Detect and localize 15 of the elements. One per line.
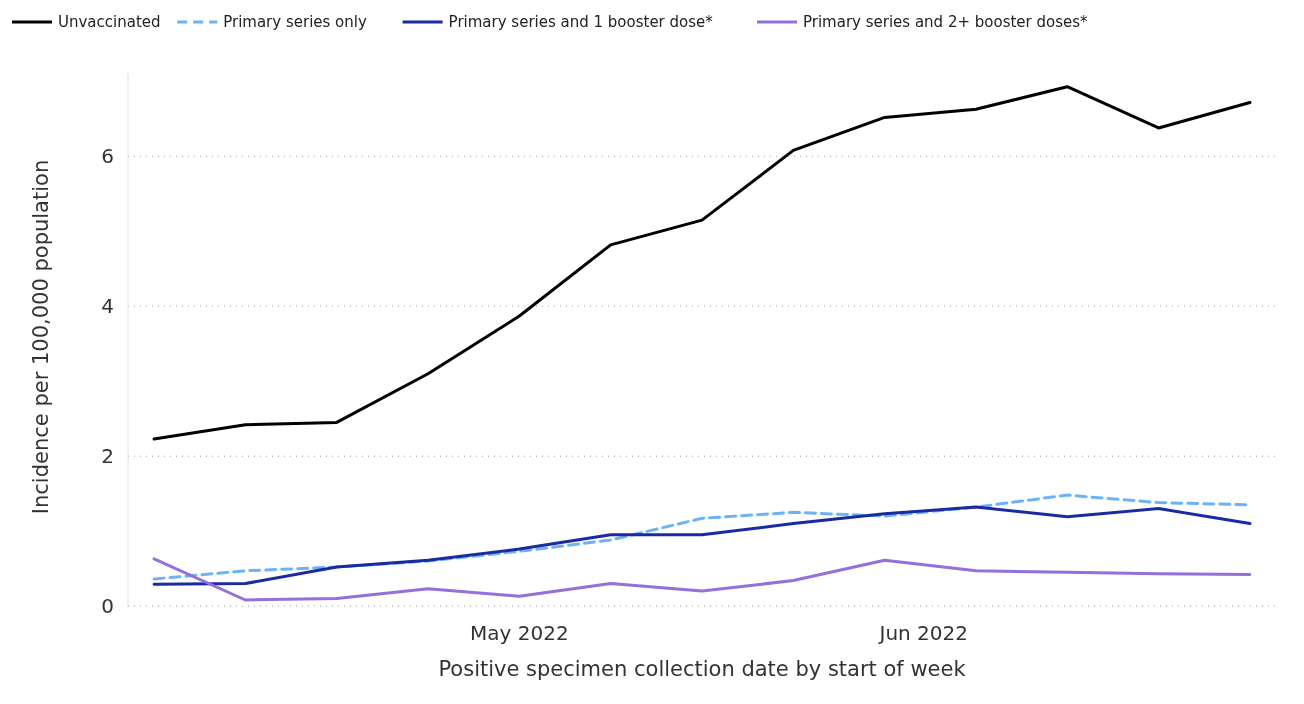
- x-axis-title: Positive specimen collection date by start of week: [438, 657, 967, 681]
- line-series: [152, 557, 1252, 602]
- legend-label: Primary series and 2+ booster doses*: [803, 13, 1089, 31]
- y-tick-label: 4: [101, 294, 114, 319]
- x-tick-label: May 2022: [470, 621, 569, 645]
- x-tick-label: Jun 2022: [877, 621, 969, 645]
- y-tick-label: 0: [101, 594, 114, 618]
- y-tick-label: 2: [101, 444, 114, 469]
- legend-label: Primary series and 1 booster dose*: [448, 13, 714, 31]
- legend-label: Unvaccinated: [58, 13, 161, 31]
- y-tick-label: 6: [101, 144, 114, 169]
- line-series: [152, 505, 1252, 586]
- line-series: [152, 85, 1252, 441]
- y-axis-title: Incidence per 100,000 population: [29, 159, 53, 515]
- legend-label: Primary series only: [223, 13, 367, 31]
